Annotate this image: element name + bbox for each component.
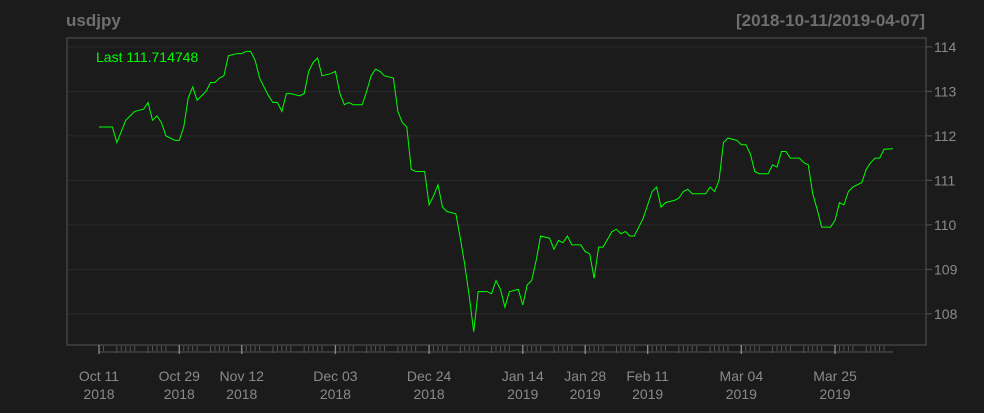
x-tick-label: Jan 28: [564, 368, 606, 384]
chart-title: usdjpy: [66, 11, 121, 30]
y-tick-label: 110: [934, 217, 957, 233]
x-tick-year-label: 2019: [726, 386, 757, 402]
x-axis: Oct 11 2018 Oct 29 2018 Nov 12 2018 Dec 03 2018…: [79, 345, 893, 402]
x-tick-label: Jan 14: [502, 368, 544, 384]
x-tick-year-label: 2018: [414, 386, 445, 402]
grid-lines: [67, 46, 926, 315]
date-range-label: [2018-10-11/2019-04-07]: [736, 11, 925, 30]
y-tick-label: 112: [934, 128, 957, 144]
x-tick-year-label: 2019: [632, 386, 663, 402]
plot-frame: [66, 37, 927, 346]
x-tick-year-label: 2018: [320, 386, 351, 402]
price-line-series: [99, 50, 894, 332]
last-value-label: Last 111.714748: [96, 49, 198, 65]
x-tick-label: Dec 24: [407, 368, 452, 384]
x-tick-year-label: 2018: [164, 386, 195, 402]
y-tick-label: 111: [934, 172, 955, 188]
y-tick-label: 114: [934, 39, 957, 55]
y-tick-label: 109: [934, 261, 958, 277]
x-tick-label: Mar 04: [720, 368, 764, 384]
x-tick-label: Oct 29: [159, 368, 200, 384]
x-tick-year-label: 2019: [507, 386, 538, 402]
x-tick-label: Feb 11: [626, 368, 669, 384]
y-tick-label: 108: [934, 306, 958, 322]
x-tick-label: Nov 12: [220, 368, 265, 384]
x-tick-year-label: 2019: [570, 386, 601, 402]
x-tick-label: Oct 11: [79, 368, 119, 384]
y-axis: 108 109 110 111 112 113 114: [926, 39, 958, 322]
x-tick-label: Mar 25: [813, 368, 857, 384]
x-tick-year-label: 2018: [226, 386, 257, 402]
x-tick-year-label: 2018: [83, 386, 114, 402]
x-tick-year-label: 2019: [819, 386, 850, 402]
y-tick-label: 113: [934, 83, 957, 99]
x-tick-label: Dec 03: [313, 368, 358, 384]
